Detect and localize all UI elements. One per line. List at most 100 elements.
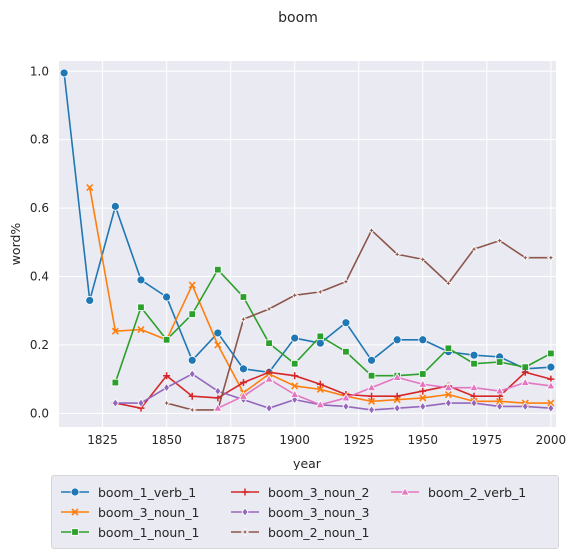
data-point [521,368,529,376]
legend-swatch [61,528,89,536]
data-point [547,403,555,413]
data-point [214,265,222,274]
x-tick-label: 2000 [536,433,567,447]
legend-label: boom_2_verb_1 [428,484,527,500]
data-point [265,339,273,347]
data-point [239,379,247,387]
data-point [162,398,172,408]
data-point [238,391,249,400]
data-point [187,405,197,415]
data-point [469,244,479,254]
data-point [392,249,402,259]
y-tick-label: 0.4 [30,269,49,283]
legend-label: boom_2_noun_1 [268,524,370,540]
data-point [137,303,145,311]
data-point [214,341,222,349]
data-point [419,387,427,395]
data-point [494,386,505,395]
legend-spacer [390,502,560,522]
data-point [137,398,145,408]
data-point [393,392,401,400]
data-point [367,397,376,405]
x-tick-label: 1900 [279,433,310,447]
legend-marker [70,487,80,497]
data-point [342,401,350,412]
data-point [111,378,120,387]
data-point [520,377,530,386]
data-point [367,225,377,235]
series-boom_2_noun_1 [162,225,556,415]
series-line [114,268,552,383]
data-point [341,277,351,287]
data-point [188,310,196,318]
data-point [392,372,402,381]
data-point [238,314,248,324]
data-point [137,325,145,334]
legend-swatch [231,507,259,517]
series-line [166,229,551,411]
data-point [418,379,428,388]
legend-swatch [231,488,259,496]
legend-entry: boom_2_verb_1 [390,482,560,502]
data-point [521,401,529,412]
data-point [547,349,555,358]
data-point [443,382,454,392]
data-point [291,382,299,390]
legend-label: boom_1_verb_1 [98,484,197,500]
y-tick-label: 0.8 [30,133,49,147]
data-point [547,399,555,407]
data-point [470,398,478,408]
legend-spacer [390,522,560,542]
y-tick-label: 0.0 [30,406,49,420]
data-point [214,386,222,396]
x-axis-label: year [293,456,322,470]
data-point [444,344,453,353]
data-point [368,405,376,415]
data-point [469,382,479,392]
data-point [444,398,452,408]
data-point [546,380,556,390]
legend-entry: boom_3_noun_2 [230,482,390,502]
legend-marker [71,508,79,516]
legend-entry: boom_3_noun_3 [230,502,390,522]
legend-label: boom_1_noun_1 [98,524,200,540]
data-point [110,201,120,211]
data-point [520,253,530,263]
data-point [111,327,119,335]
data-point [163,372,171,380]
legend-marker [240,527,250,537]
legend-swatch [391,486,419,496]
data-point [418,254,428,264]
data-point [290,290,300,300]
data-point [316,332,325,341]
x-tick-labels: 1825 1850 1875 1900 1925 1950 1975 2000 [87,433,566,447]
legend-label: boom_3_noun_2 [268,484,370,500]
legend-marker [241,488,249,496]
x-tick-label: 1975 [472,433,503,447]
series-boom_2_verb_1 [213,372,556,412]
data-point [291,372,299,380]
data-point [316,380,324,388]
data-point [366,382,377,392]
legend-entry: boom_2_noun_1 [230,522,390,542]
y-tick-label: 0.6 [30,201,49,215]
data-point [188,369,196,379]
series-layer [59,68,556,415]
y-tick-label: 1.0 [30,64,49,78]
data-point [495,358,504,366]
legend-entry: boom_1_noun_1 [60,522,230,542]
x-tick-label: 1825 [87,433,118,447]
series-line [217,376,551,409]
legend-marker [241,507,249,517]
x-tick-label: 1850 [151,433,182,447]
data-point [418,335,428,345]
data-point [469,350,479,360]
legend-swatch [231,527,259,537]
data-point [419,394,427,402]
data-point [290,360,299,368]
chart-title: boom [278,10,318,26]
x-tick-label: 1875 [215,433,246,447]
data-point [316,385,324,393]
data-point [419,401,427,412]
